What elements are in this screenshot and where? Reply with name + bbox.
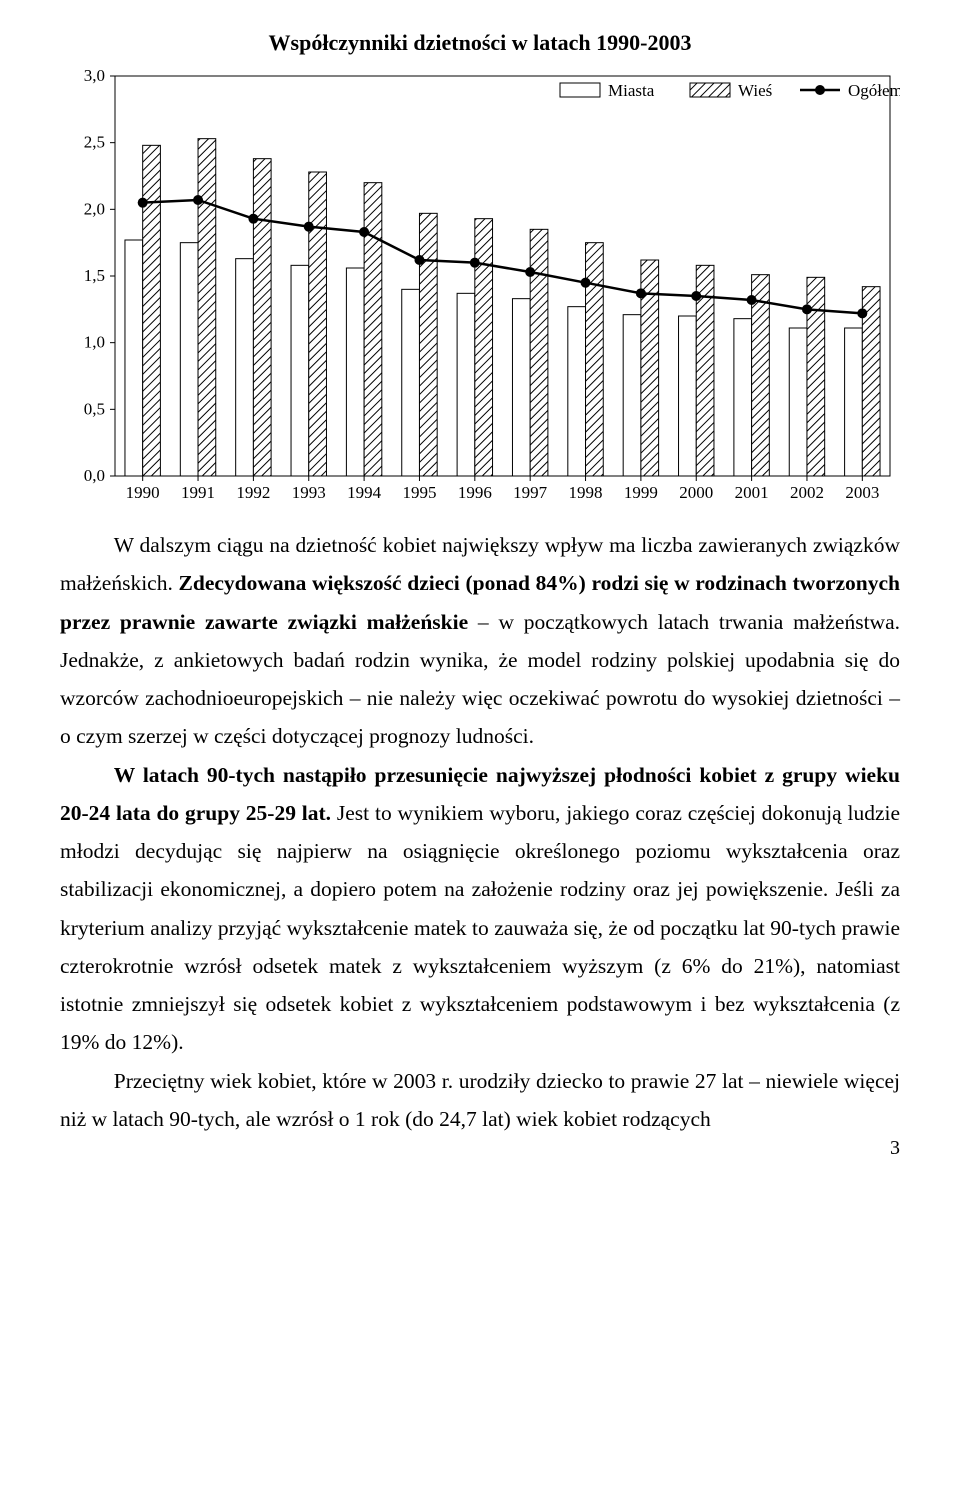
bar-miasta: [346, 268, 364, 476]
bar-miasta: [512, 299, 530, 476]
marker-ogolem: [857, 308, 867, 318]
bar-wies: [198, 139, 216, 476]
bar-miasta: [236, 259, 254, 476]
x-label: 1998: [569, 483, 603, 502]
bar-miasta: [845, 328, 863, 476]
x-label: 1996: [458, 483, 492, 502]
marker-ogolem: [525, 267, 535, 277]
marker-ogolem: [747, 295, 757, 305]
bar-wies: [309, 172, 327, 476]
paragraph-1: W dalszym ciągu na dzietność kobiet najw…: [60, 526, 900, 756]
svg-text:0,5: 0,5: [84, 399, 105, 418]
x-label: 2001: [735, 483, 769, 502]
bar-wies: [530, 229, 548, 476]
marker-ogolem: [470, 258, 480, 268]
marker-ogolem: [304, 222, 314, 232]
x-label: 1994: [347, 483, 382, 502]
bar-wies: [586, 243, 604, 476]
marker-ogolem: [138, 198, 148, 208]
page-number: 3: [890, 1137, 900, 1160]
bar-miasta: [125, 240, 143, 476]
paragraph-3: Przeciętny wiek kobiet, które w 2003 r. …: [60, 1062, 900, 1139]
x-label: 1993: [292, 483, 326, 502]
bar-wies: [752, 275, 770, 476]
bar-miasta: [457, 293, 475, 476]
x-label: 1990: [126, 483, 160, 502]
bar-wies: [253, 159, 271, 476]
p2-post: Jest to wynikiem wyboru, jakiego coraz c…: [60, 801, 900, 1055]
bar-miasta: [180, 243, 198, 476]
legend-miasta-label: Miasta: [608, 81, 655, 100]
svg-text:1,0: 1,0: [84, 333, 105, 352]
paragraph-2: W latach 90-tych nastąpiło przesunięcie …: [60, 756, 900, 1062]
svg-text:3,0: 3,0: [84, 66, 105, 85]
bar-miasta: [789, 328, 807, 476]
bar-wies: [143, 145, 161, 476]
marker-ogolem: [359, 227, 369, 237]
x-label: 1995: [402, 483, 436, 502]
svg-text:1,5: 1,5: [84, 266, 105, 285]
legend-miasta-swatch: [560, 83, 600, 97]
svg-text:2,0: 2,0: [84, 199, 105, 218]
bar-miasta: [679, 316, 697, 476]
legend-wies-label: Wieś: [738, 81, 772, 100]
x-label: 1992: [236, 483, 270, 502]
marker-ogolem: [414, 255, 424, 265]
svg-text:0,0: 0,0: [84, 466, 105, 485]
marker-ogolem: [802, 304, 812, 314]
legend-ogolem-label: Ogółem: [848, 81, 900, 100]
bar-miasta: [623, 315, 641, 476]
legend-wies-swatch: [690, 83, 730, 97]
x-label: 1991: [181, 483, 215, 502]
marker-ogolem: [636, 288, 646, 298]
marker-ogolem: [691, 291, 701, 301]
bar-miasta: [291, 265, 309, 476]
p3-text: Przeciętny wiek kobiet, które w 2003 r. …: [60, 1069, 900, 1131]
bar-wies: [419, 213, 437, 476]
x-label: 1997: [513, 483, 548, 502]
x-label: 2000: [679, 483, 713, 502]
x-label: 1999: [624, 483, 658, 502]
body-text: W dalszym ciągu na dzietność kobiet najw…: [60, 526, 900, 1138]
bar-miasta: [402, 289, 420, 476]
svg-text:2,5: 2,5: [84, 133, 105, 152]
fertility-chart: 0,0 0,5 1,0 1,5 2,0 2,5 3,0 Miasta Wieś Ogółem 199…: [60, 66, 900, 506]
bar-miasta: [568, 307, 586, 476]
marker-ogolem: [248, 214, 258, 224]
bar-wies: [475, 219, 493, 476]
x-label: 2002: [790, 483, 824, 502]
chart-title: Współczynniki dzietności w latach 1990-2…: [60, 30, 900, 56]
bar-wies: [364, 183, 382, 476]
bar-miasta: [734, 319, 752, 476]
x-label: 2003: [845, 483, 879, 502]
marker-ogolem: [193, 195, 203, 205]
marker-ogolem: [581, 278, 591, 288]
